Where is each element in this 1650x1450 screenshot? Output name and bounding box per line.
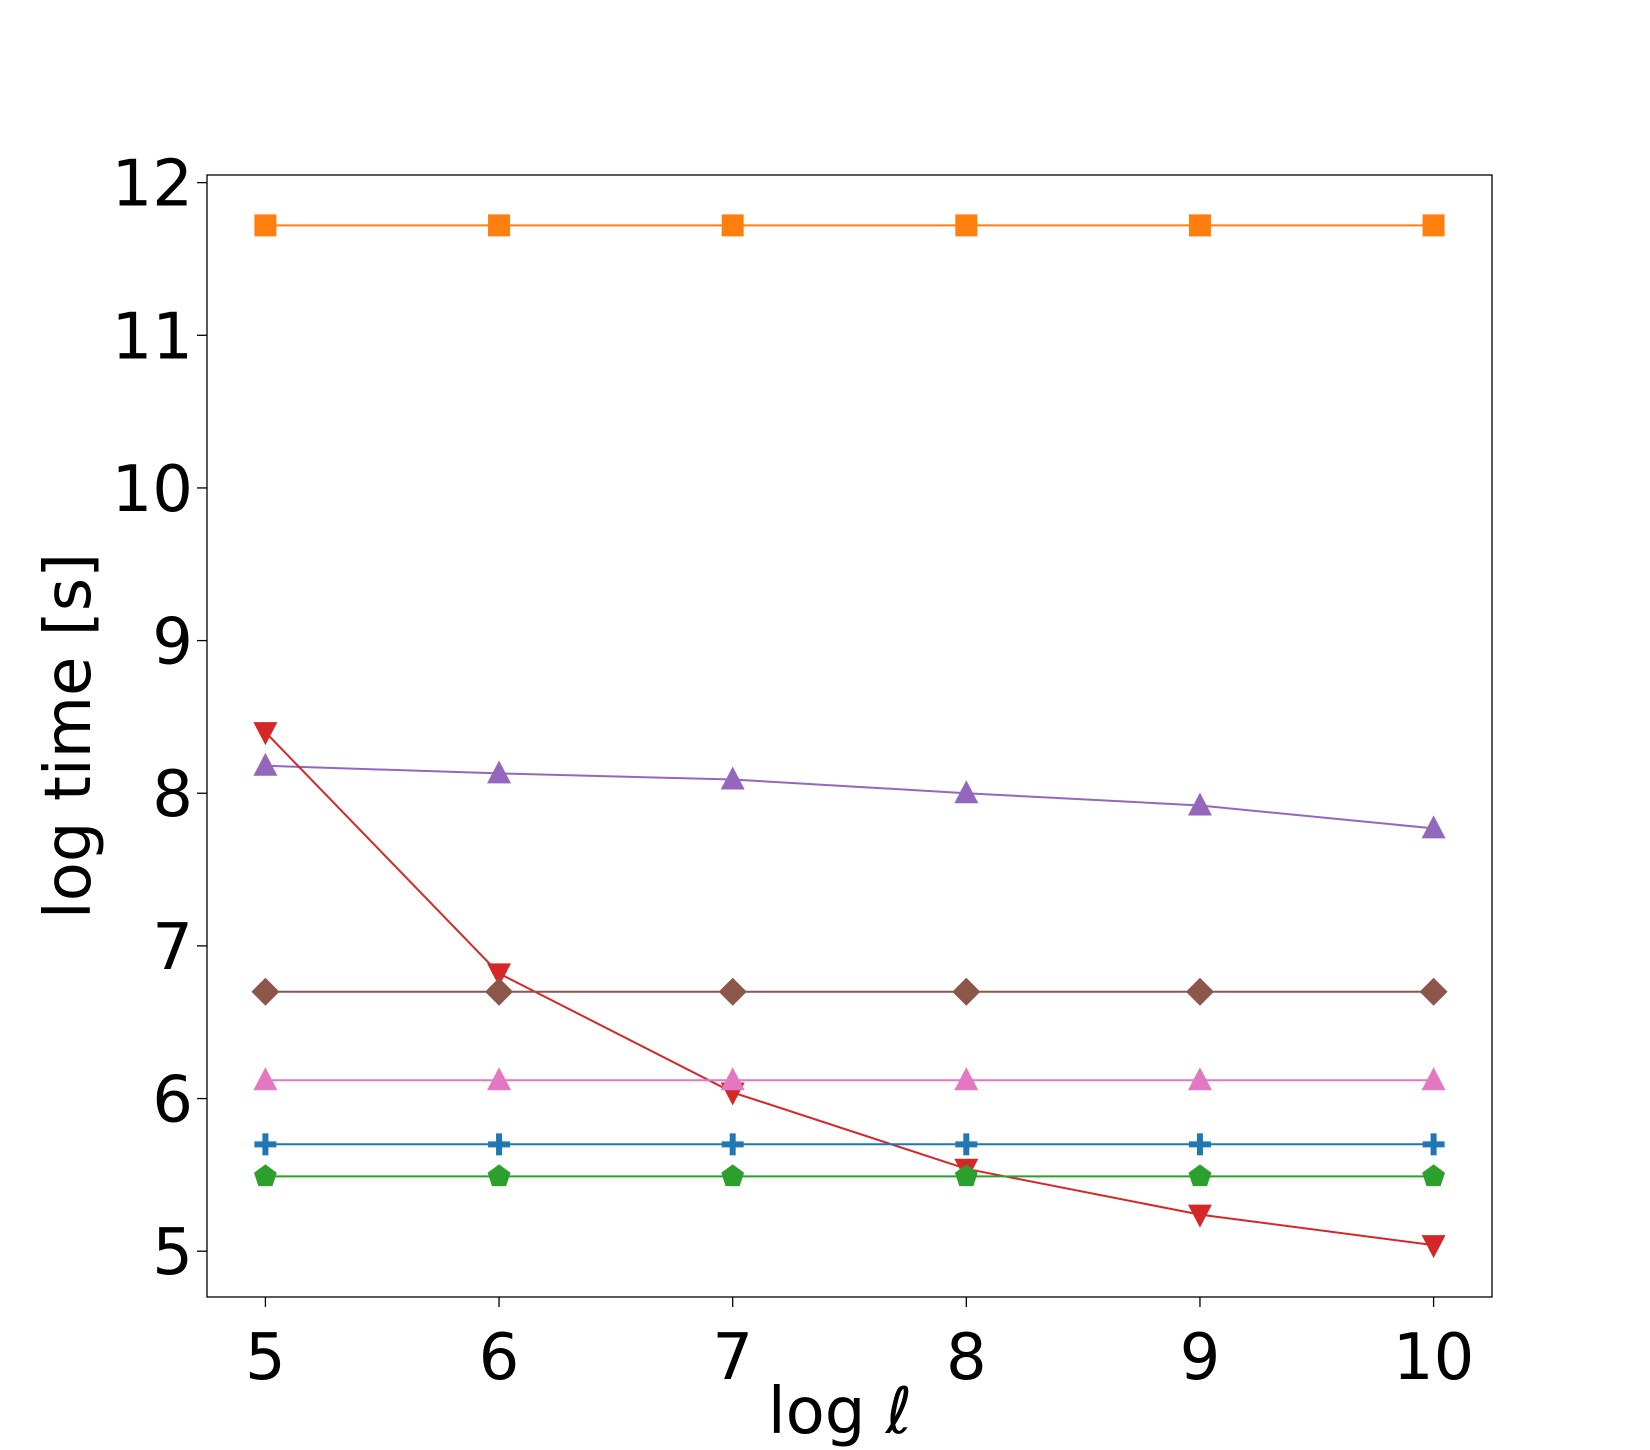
series-group [254, 1164, 1445, 1187]
series-line [264, 731, 1434, 1247]
data-point [1421, 815, 1446, 839]
data-point [718, 977, 747, 1006]
series-group [254, 214, 1445, 237]
data-point [1185, 977, 1214, 1006]
y-tick-label: 12 [112, 148, 193, 222]
data-point [1421, 1235, 1446, 1259]
y-tick-label: 8 [152, 758, 193, 832]
data-point [254, 1133, 277, 1156]
data-point [488, 214, 511, 237]
x-axis-label: log ℓ [768, 1375, 912, 1449]
data-point [954, 1067, 979, 1091]
y-tick-label: 7 [152, 911, 193, 985]
data-point [952, 977, 981, 1006]
series-group [253, 752, 1446, 839]
data-point [1419, 977, 1448, 1006]
x-tick-label: 8 [946, 1321, 987, 1395]
data-point [485, 977, 514, 1006]
data-point [720, 766, 745, 790]
data-point [954, 780, 979, 804]
data-point [488, 1133, 511, 1156]
data-point [720, 1067, 745, 1091]
data-point [1187, 1067, 1212, 1091]
y-axis-label: log time [s] [32, 553, 106, 919]
data-point [1421, 1067, 1446, 1091]
x-tick-label: 5 [245, 1321, 286, 1395]
data-point [1422, 214, 1445, 237]
data-point [1188, 1164, 1212, 1187]
data-point [254, 214, 277, 237]
y-tick-label: 11 [112, 300, 193, 374]
data-point [1187, 792, 1212, 816]
data-point [1187, 1204, 1212, 1228]
y-tick-label: 10 [112, 453, 193, 527]
data-point [954, 1164, 978, 1187]
data-point [487, 1067, 512, 1091]
series-group [254, 1133, 1445, 1156]
x-tick-label: 6 [479, 1321, 520, 1395]
y-tick-label: 9 [152, 606, 193, 680]
series-group [253, 1067, 1446, 1091]
data-point [253, 752, 278, 776]
data-point [254, 1164, 277, 1187]
data-point [1422, 1164, 1445, 1187]
data-point [487, 1164, 511, 1187]
data-point [955, 214, 978, 237]
data-point [1188, 1133, 1211, 1156]
data-point [253, 722, 278, 746]
data-point [721, 1133, 744, 1156]
series-group [251, 977, 1448, 1006]
data-point [487, 760, 512, 784]
series-layer [251, 214, 1448, 1259]
series-line [265, 764, 1434, 830]
data-point [487, 963, 512, 987]
y-axis: 5 6 7 8 9 10 11 12 [112, 148, 207, 1290]
y-tick-label: 5 [152, 1216, 193, 1290]
data-point [721, 214, 744, 237]
data-point [253, 1067, 278, 1091]
y-tick-label: 6 [152, 1064, 193, 1138]
x-axis: 5 6 7 8 9 10 [245, 1297, 1474, 1395]
x-tick-label: 9 [1180, 1321, 1221, 1395]
data-point [721, 1164, 745, 1187]
series-group [253, 722, 1446, 1259]
plot-frame [206, 174, 1493, 1298]
x-tick-label: 7 [712, 1321, 753, 1395]
data-point [955, 1133, 978, 1156]
data-point [1422, 1133, 1445, 1156]
data-point [1188, 214, 1211, 237]
data-point [251, 977, 280, 1006]
x-tick-label: 10 [1393, 1321, 1474, 1395]
